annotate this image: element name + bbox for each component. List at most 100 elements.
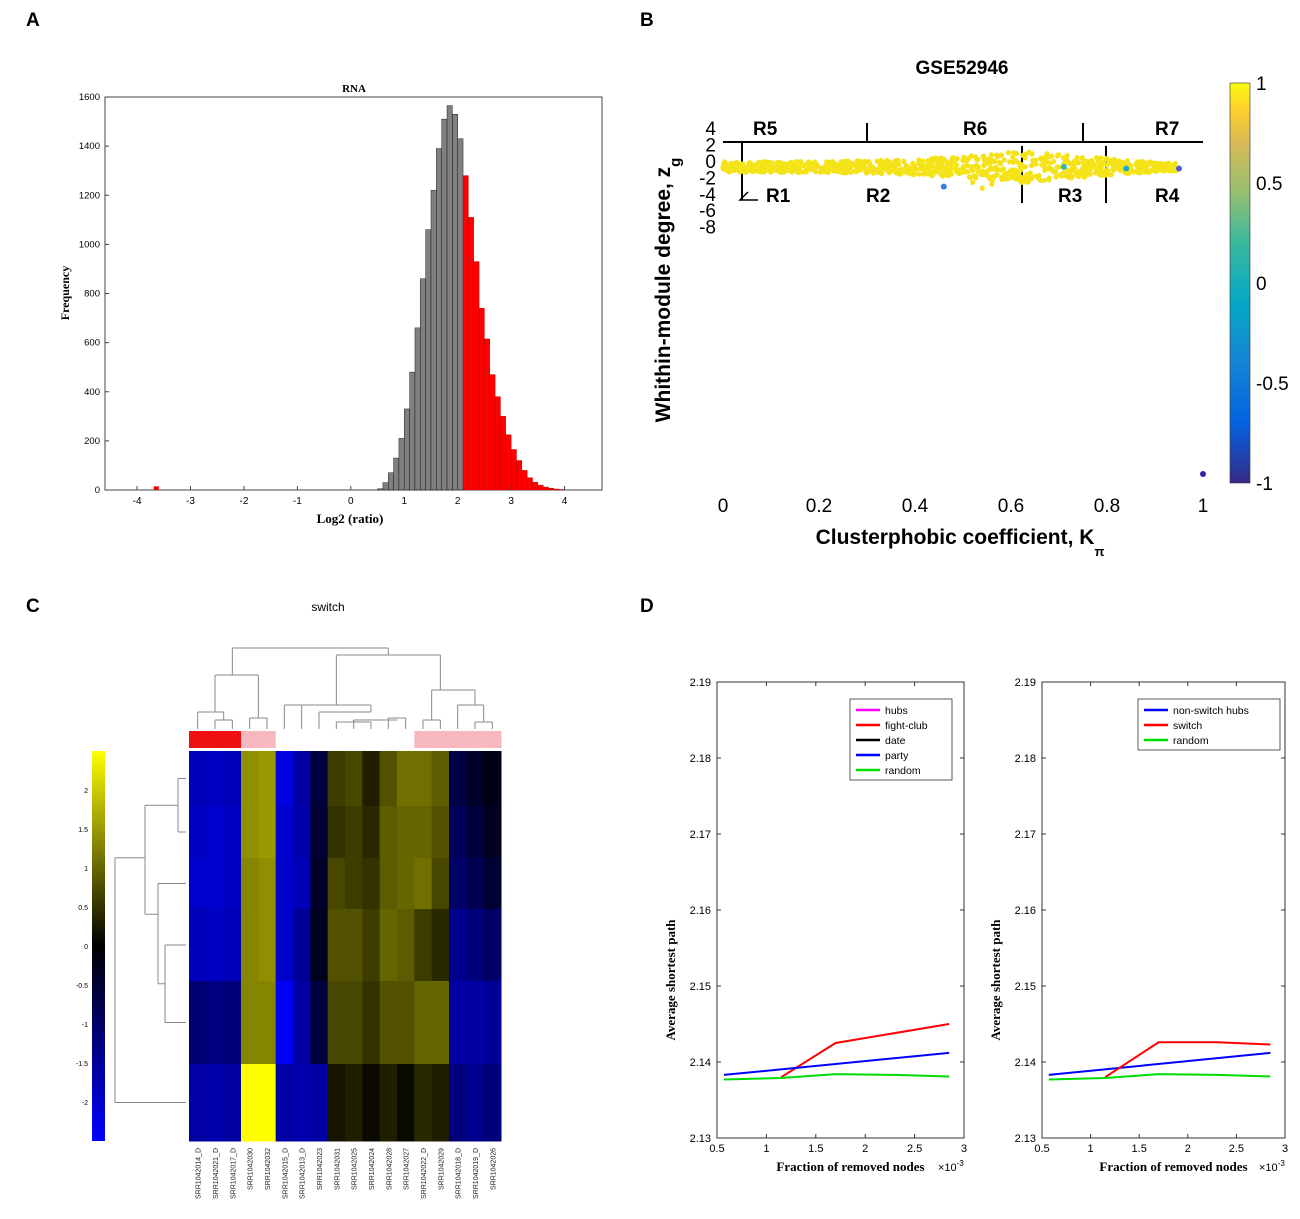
scatter-point (995, 172, 1000, 177)
scatter-point (803, 168, 808, 173)
x-tick-label: 2 (862, 1143, 868, 1155)
scatter-point (896, 168, 901, 173)
scatter-point (980, 168, 985, 173)
heatmap-cell (432, 858, 450, 910)
scatter-point (740, 162, 745, 167)
heatmap-cell (362, 751, 380, 807)
heatmap-cell (189, 806, 207, 859)
column-label: SRR1042028 (386, 1148, 393, 1190)
scatter-point (764, 159, 769, 164)
scatter-point (1012, 167, 1017, 172)
scatter-point (916, 171, 921, 176)
scatter-point (1006, 150, 1011, 155)
heatmap-cell (414, 858, 432, 910)
column-label: SRR1042025 (352, 1148, 359, 1190)
y-axis-label: Average shortest path (663, 919, 678, 1041)
x-tick-label: 2.5 (1229, 1143, 1244, 1155)
scatter-point (970, 165, 975, 170)
plot-area (1042, 682, 1285, 1138)
legend-label: fight-club (885, 720, 928, 732)
scatter-point (998, 161, 1003, 166)
heatmap-cell (276, 909, 294, 982)
colorbar-tick-label: 0.5 (1256, 174, 1282, 195)
heatmap-cell (224, 909, 242, 982)
x-tick-label: 3 (1282, 1143, 1288, 1155)
scatter-outlier-point (1123, 166, 1129, 172)
scatter-point (935, 165, 940, 170)
scatter-point (975, 168, 980, 173)
x-tick-label: 0.5 (709, 1143, 724, 1155)
x-axis-label: Fraction of removed nodes (776, 1159, 924, 1174)
histogram-plot-area (105, 97, 602, 490)
column-label: SRR1042021_D (213, 1148, 220, 1199)
histogram-bar (543, 487, 548, 490)
scatter-point (1014, 151, 1019, 156)
column-label: SRR1042013_D (300, 1148, 307, 1199)
histogram-bar (458, 139, 463, 490)
heatmap-cell (293, 858, 311, 910)
heatmap-cell (206, 981, 224, 1065)
heatmap-cell (380, 806, 398, 859)
y-tick-label: 400 (84, 387, 100, 398)
scatter-point (794, 160, 799, 165)
scatter-point (927, 170, 932, 175)
heatmap-cell (345, 806, 363, 859)
x-tick-label: 3 (961, 1143, 967, 1155)
scatter-point (1171, 168, 1176, 173)
scatter-outlier-point (941, 184, 947, 190)
heatmap-cell (241, 909, 259, 982)
scatter-point (864, 170, 869, 175)
scatter-point (912, 165, 917, 170)
heatmap-cell (414, 806, 432, 859)
panel-label-c: C (26, 596, 40, 617)
scatter-point (1158, 161, 1163, 166)
scatter-point (1023, 155, 1028, 160)
y-tick-label: 1400 (79, 141, 100, 152)
heatmap-cell (484, 1064, 502, 1142)
heatmap-cell (397, 806, 415, 859)
scatter-point (948, 163, 953, 168)
scatter-point (1047, 154, 1052, 159)
histogram-bar (506, 435, 511, 490)
heatmap-cell (449, 981, 467, 1065)
scatter-point (1026, 150, 1031, 155)
heatmap-cell (345, 751, 363, 807)
y-tick-label: 2.13 (690, 1133, 711, 1145)
y-tick-label: 800 (84, 289, 100, 300)
y-tick-label: 2.14 (690, 1057, 711, 1069)
y-tick-label: 0 (95, 485, 100, 496)
histogram-bar (394, 458, 399, 490)
scatter-point (775, 160, 780, 165)
heatmap-cell (258, 751, 276, 807)
x-tick-label: 1.5 (808, 1143, 823, 1155)
scatter-point (1016, 160, 1021, 165)
region-label-r6: R6 (963, 119, 987, 140)
scatter-point (1029, 163, 1034, 168)
region-label-r7: R7 (1155, 119, 1179, 140)
group-color-cell (224, 731, 242, 748)
scatter-point (1064, 153, 1069, 158)
heatmap-cell (328, 806, 346, 859)
x-tick-label: 2 (455, 496, 461, 507)
column-label: SRR1042029 (438, 1148, 445, 1190)
heatmap-cell (397, 909, 415, 982)
group-color-cell (206, 731, 224, 748)
heatmap-cell (258, 1064, 276, 1142)
scatter-point (962, 169, 967, 174)
legend-label: party (885, 750, 909, 762)
scatter-point (982, 158, 987, 163)
scatter-point (1173, 161, 1178, 166)
scatter-xlabel-subscript: π (1094, 544, 1104, 559)
x-tick-label: 0 (718, 496, 729, 517)
heatmap-cell (397, 1064, 415, 1142)
scatter-point (1143, 169, 1148, 174)
x-tick-label: 0.5 (1034, 1143, 1049, 1155)
histogram-bar (527, 478, 532, 490)
scatter-point (1036, 173, 1041, 178)
colorbar-tick-label: 1 (84, 866, 88, 873)
heatmap-cell (449, 806, 467, 859)
column-label: SRR1042032 (265, 1148, 272, 1190)
y-tick-label: 2.15 (1015, 981, 1036, 993)
scatter-point (908, 171, 913, 176)
